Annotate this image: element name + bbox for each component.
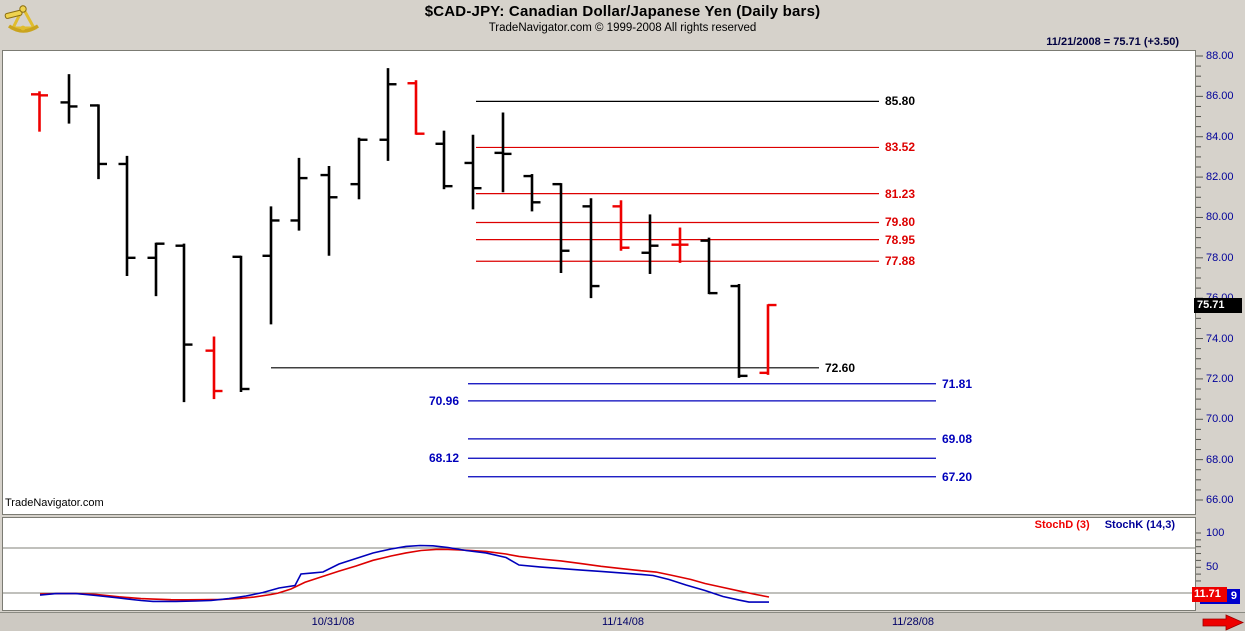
price-axis-label: 72.00	[1206, 372, 1234, 385]
ohlc-bar	[435, 130, 453, 190]
level-label-71.81: 71.81	[942, 376, 973, 391]
ohlc-bar	[205, 336, 223, 400]
price-axis-label: 88.00	[1206, 50, 1234, 62]
price-axis-label: 66.00	[1206, 493, 1234, 506]
price-bars-layer	[31, 68, 936, 478]
ohlc-bar	[759, 303, 777, 375]
ohlc-bar	[290, 157, 308, 231]
price-chart-panel: 85.80 83.52 81.23 79.80 78.95 77.88 72.60 71.81…	[2, 50, 1196, 515]
price-axis-label: 74.00	[1206, 332, 1234, 345]
stochastic-curves-layer	[3, 544, 1195, 603]
ohlc-bar	[494, 112, 512, 193]
ohlc-bar	[147, 242, 165, 297]
stochastic-legend: StochD (3) StochK (14,3)	[1035, 519, 1175, 531]
ohlc-bar	[612, 200, 630, 251]
ohlc-bar	[31, 91, 48, 132]
ohlc-bar	[552, 182, 570, 273]
last-quote-readout: 11/21/2008 = 75.71 (+3.50)	[1046, 36, 1179, 48]
ohlc-bar	[700, 237, 718, 295]
ohlc-bar	[379, 68, 397, 161]
date-label-1: 10/31/08	[311, 616, 355, 628]
ohlc-bar	[407, 80, 425, 135]
price-axis-label: 70.00	[1206, 413, 1234, 426]
date-axis-strip: 10/31/08 11/14/08 11/28/08	[0, 612, 1245, 631]
ohlc-bar	[523, 174, 541, 212]
ohlc-bar	[464, 134, 482, 210]
level-label-70.96: 70.96	[428, 393, 459, 408]
level-label-68.12: 68.12	[428, 451, 459, 466]
ohlc-bar	[582, 198, 600, 299]
trade-navigator-logo-icon	[4, 3, 42, 35]
ohlc-bar	[641, 214, 659, 274]
stoch-axis-label: 100	[1206, 527, 1225, 539]
ohlc-bar	[350, 137, 368, 200]
ohlc-bar	[671, 227, 689, 263]
ohlc-bar	[118, 155, 136, 276]
price-axis-label: 80.00	[1206, 211, 1234, 224]
price-axis-label: 84.00	[1206, 130, 1234, 143]
stochd-legend-label: StochD (3)	[1034, 519, 1090, 531]
stochd-value-badge: 11.71	[1192, 587, 1227, 602]
price-axis-label: 82.00	[1206, 171, 1234, 184]
last-price-badge: 75.71	[1194, 298, 1242, 313]
level-label-72.60: 72.60	[825, 360, 856, 375]
stochk-legend-label: StochK (14,3)	[1104, 519, 1175, 531]
ohlc-bar	[232, 255, 250, 393]
ohlc-bar	[60, 74, 78, 124]
price-axis-label: 78.00	[1206, 251, 1234, 264]
price-axis-label: 68.00	[1206, 453, 1234, 466]
date-label-3: 11/28/08	[891, 616, 935, 628]
ohlc-bar	[730, 284, 748, 378]
stochastic-panel	[2, 517, 1196, 611]
stochk-curve	[39, 544, 769, 603]
level-label-79.80: 79.80	[885, 215, 916, 230]
level-label-67.20: 67.20	[942, 469, 973, 484]
watermark: TradeNavigator.com	[5, 497, 104, 509]
level-label-77.88: 77.88	[885, 254, 916, 269]
ohlc-bar	[262, 206, 280, 325]
level-label-69.08: 69.08	[942, 431, 973, 446]
copyright-line: TradeNavigator.com © 1999-2008 All right…	[488, 22, 757, 34]
ohlc-bar	[90, 104, 107, 180]
scroll-right-arrow[interactable]	[1202, 614, 1244, 631]
level-label-85.80: 85.80	[885, 94, 916, 109]
chart-title: $CAD-JPY: Canadian Dollar/Japanese Yen (…	[424, 3, 821, 20]
date-label-2: 11/14/08	[601, 616, 645, 628]
ohlc-bar	[175, 243, 193, 403]
right-price-axis: 88.0086.0084.0082.0080.0078.0076.0074.00…	[1196, 0, 1245, 631]
stoch-axis-label: 50	[1206, 561, 1219, 573]
stochd-curve	[39, 548, 770, 601]
level-label-78.95: 78.95	[885, 232, 916, 247]
level-label-81.23: 81.23	[885, 186, 916, 201]
ohlc-bar	[320, 165, 338, 256]
level-label-83.52: 83.52	[885, 140, 916, 155]
price-axis-label: 86.00	[1206, 90, 1234, 103]
